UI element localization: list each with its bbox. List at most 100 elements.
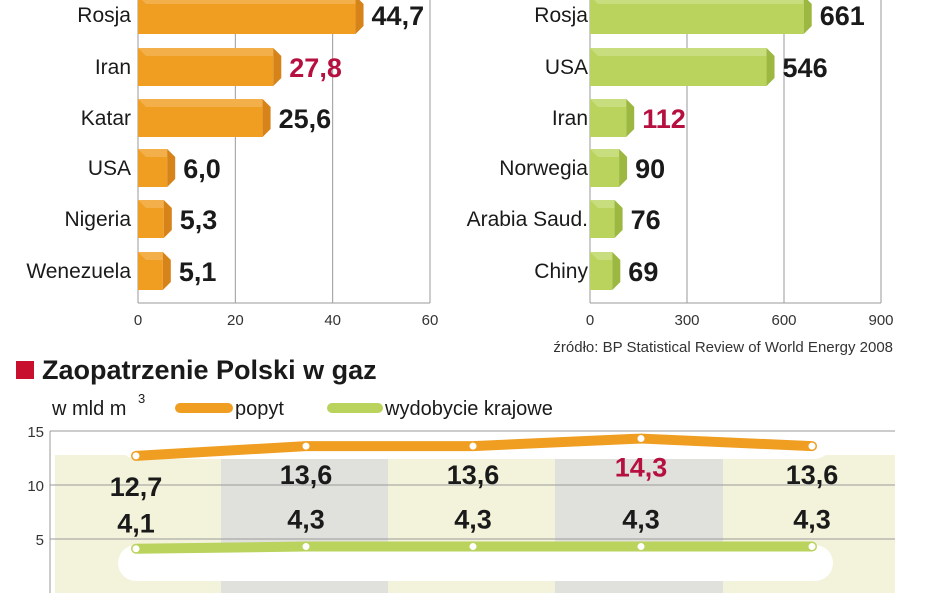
unit-superscript: 3 [138, 391, 145, 406]
point-label: 4,3 [793, 505, 831, 535]
data-point [807, 441, 817, 451]
value-label: 5,1 [179, 257, 217, 287]
bar-side [766, 48, 775, 86]
bar-face [590, 252, 613, 290]
legend: popyt wydobycie krajowe [175, 398, 553, 420]
bar-side [355, 0, 364, 34]
x-tick-label: 40 [324, 312, 341, 329]
bar [138, 149, 176, 187]
value-label: 90 [635, 154, 665, 184]
point-label: 13,6 [786, 460, 839, 490]
point-label: 12,7 [110, 472, 163, 502]
data-point [131, 451, 141, 461]
category-label: Rosja [77, 4, 131, 27]
bar-side [626, 99, 635, 137]
category-label: Arabia Saud. [467, 208, 588, 231]
bar [590, 99, 635, 137]
value-label: 69 [628, 257, 658, 287]
chart-poland-supply: Zaopatrzenie Polski w gaz w mld m 3 popy… [16, 355, 895, 593]
bar [590, 0, 812, 34]
bar [138, 252, 171, 290]
bar-highlight [138, 200, 172, 208]
series-lines: 12,7 13,6 13,6 14,3 13,6 4,1 4,3 4,3 4,3 4,3 [110, 433, 839, 554]
bar-highlight [138, 48, 282, 56]
bar-highlight [142, 0, 364, 4]
point-label: 14,3 [615, 453, 668, 483]
category-label: Katar [81, 107, 131, 130]
bar-face [590, 0, 804, 34]
point-label: 4,3 [622, 505, 660, 535]
bar [590, 200, 623, 238]
bar-highlight [138, 252, 171, 260]
value-label: 546 [783, 53, 828, 83]
bar-side [803, 0, 812, 34]
bar-side [612, 252, 621, 290]
category-label: Norwegia [499, 157, 588, 180]
x-tick-label: 900 [868, 312, 893, 329]
bar [138, 200, 172, 238]
point-label: 4,1 [117, 509, 155, 539]
y-tick-label: 10 [27, 478, 44, 495]
data-point [131, 544, 141, 554]
bar [590, 48, 775, 86]
bar-highlight [590, 99, 635, 107]
data-point [468, 441, 478, 451]
category-label: Iran [552, 107, 588, 130]
value-label: 6,0 [183, 154, 221, 184]
value-label: 44,7 [372, 1, 425, 31]
bar-highlight [138, 149, 176, 157]
bar-highlight [594, 0, 812, 4]
value-label: 27,8 [289, 53, 342, 83]
category-label: Chiny [534, 260, 588, 283]
legend-item: wydobycie krajowe [327, 398, 553, 420]
bar-side [273, 48, 282, 86]
point-label: 4,3 [454, 505, 492, 535]
bar-side [167, 149, 176, 187]
chart-production-gas: 0 300 600 900 Rosja 661 USA 546 Iran 112 Norwegia 9… [467, 0, 894, 329]
value-label: 25,6 [279, 104, 332, 134]
bar-side [162, 252, 171, 290]
data-point [636, 542, 646, 552]
y-tick-label: 15 [27, 424, 44, 441]
data-point [468, 542, 478, 552]
bar [138, 48, 282, 86]
legend-item: popyt [175, 398, 284, 420]
x-tick-label: 0 [134, 312, 142, 329]
category-label: USA [88, 157, 131, 180]
x-tick-label: 0 [586, 312, 594, 329]
line-backdrop [118, 545, 833, 581]
data-point [636, 434, 646, 444]
series-popyt: 12,7 13,6 13,6 14,3 13,6 [110, 433, 839, 502]
bar-face [138, 0, 356, 34]
value-label: 76 [631, 205, 661, 235]
chart-title: Zaopatrzenie Polski w gaz [42, 355, 377, 385]
category-label: USA [545, 56, 588, 79]
x-tick-label: 60 [422, 312, 439, 329]
bar [590, 149, 628, 187]
bar-side [614, 200, 623, 238]
bar-highlight [590, 200, 623, 208]
bar-highlight [590, 149, 628, 157]
chart-reserves-gas: 0 20 40 60 Rosja 44,7 Iran 27,8 Katar 25,6 USA 6,0 N… [26, 0, 438, 329]
title-marker [16, 361, 34, 379]
x-tick-label: 600 [771, 312, 796, 329]
point-label: 13,6 [280, 460, 333, 490]
data-point [807, 542, 817, 552]
x-tick-label: 300 [674, 312, 699, 329]
category-label: Wenezuela [26, 260, 131, 283]
bar [138, 0, 364, 34]
bar [138, 99, 271, 137]
data-point [301, 542, 311, 552]
source-note: źródło: BP Statistical Review of World E… [553, 339, 893, 356]
legend-label: popyt [235, 398, 284, 420]
bar-highlight [590, 48, 775, 56]
legend-label: wydobycie krajowe [384, 398, 553, 420]
value-label: 112 [642, 104, 686, 134]
data-point [301, 441, 311, 451]
category-label: Nigeria [64, 208, 131, 231]
x-tick-label: 20 [227, 312, 244, 329]
bar-side [619, 149, 628, 187]
category-label: Iran [95, 56, 131, 79]
bar-side [262, 99, 271, 137]
